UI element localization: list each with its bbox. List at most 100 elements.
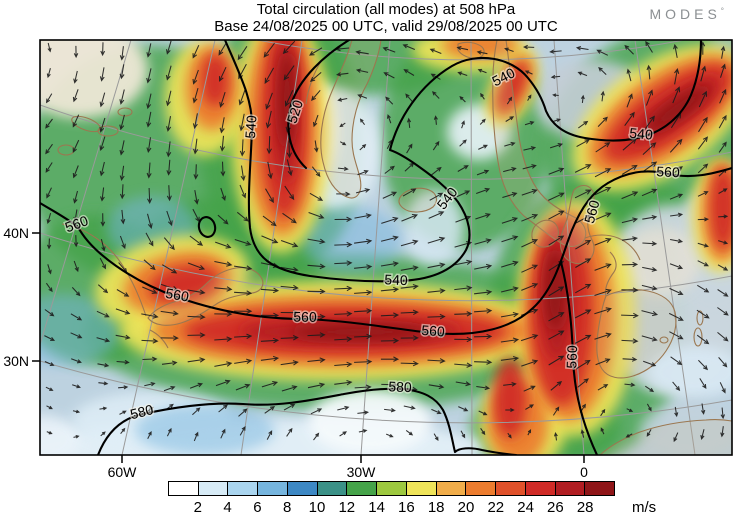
wind-arrow xyxy=(141,338,159,344)
coast-sardinia xyxy=(693,327,703,347)
wind-arrow xyxy=(642,241,658,246)
wind-arrow xyxy=(600,408,606,417)
wind-arrow xyxy=(119,64,125,80)
wind-arrow xyxy=(645,40,653,53)
wind-arrow xyxy=(144,381,156,387)
wind-arrow xyxy=(309,71,322,82)
wind-arrow xyxy=(427,358,446,364)
wind-arrow xyxy=(97,284,109,294)
wind-arrow xyxy=(505,116,515,122)
wind-arrow xyxy=(386,433,394,438)
wind-arrow xyxy=(552,93,559,97)
wind-arrow xyxy=(166,116,172,132)
wind-arrow xyxy=(311,166,321,178)
wind-arrow xyxy=(717,331,729,342)
wind-arrow xyxy=(234,265,253,271)
wind-arrow xyxy=(501,260,519,268)
wind-arrow xyxy=(594,186,612,196)
coast-north-africa xyxy=(599,419,732,455)
wind-arrow xyxy=(719,382,726,394)
wind-arrow xyxy=(192,69,199,85)
x-axis-label-0: 0 xyxy=(580,464,588,480)
wind-arrow xyxy=(600,427,605,435)
wind-arrow xyxy=(260,337,280,344)
wind-arrow xyxy=(550,380,563,391)
wind-arrow xyxy=(641,310,659,317)
wind-arrow xyxy=(160,310,179,316)
wind-arrow xyxy=(383,72,395,79)
wind-arrow xyxy=(165,65,172,81)
wind-arrow xyxy=(45,386,54,391)
wind-arrow xyxy=(163,237,175,251)
wind-arrow xyxy=(45,162,53,173)
wind-arrow xyxy=(384,408,396,413)
wind-arrow xyxy=(400,265,419,271)
wind-arrow xyxy=(146,43,152,58)
wind-arrow xyxy=(429,48,442,54)
wind-arrow xyxy=(382,191,398,199)
wind-arrow xyxy=(189,235,204,246)
wind-arrow xyxy=(192,44,200,59)
wind-arrow xyxy=(669,193,684,200)
wind-arrow xyxy=(507,70,512,79)
wind-arrow xyxy=(120,427,126,435)
contour-label-560: 560 xyxy=(656,163,680,180)
wind-arrow xyxy=(309,47,323,56)
wind-arrow xyxy=(427,236,446,244)
wind-arrow xyxy=(580,429,585,438)
wind-arrow xyxy=(141,313,159,319)
colorbar-tick-26: 26 xyxy=(547,499,564,516)
wind-arrow xyxy=(407,117,412,128)
wind-arrow xyxy=(284,89,294,107)
wind-arrow xyxy=(668,312,684,321)
colorbar-segment-5 xyxy=(287,482,318,495)
wind-arrow xyxy=(160,335,179,341)
colorbar xyxy=(168,481,615,496)
wind-arrow xyxy=(400,335,419,341)
wind-arrow xyxy=(99,161,105,177)
wind-arrow xyxy=(454,285,473,291)
wind-arrow xyxy=(309,192,324,201)
wind-arrow xyxy=(282,40,296,55)
colorbar-tick-10: 10 xyxy=(308,499,326,516)
wind-arrow xyxy=(73,235,79,248)
wind-arrow xyxy=(428,211,445,219)
speed-field-blob xyxy=(40,294,120,366)
wind-arrow xyxy=(548,210,565,220)
wind-arrow xyxy=(307,263,326,270)
wind-arrow xyxy=(47,264,52,275)
wind-arrow xyxy=(641,161,658,173)
chart-title: Total circulation (all modes) at 508 hPa… xyxy=(40,1,732,35)
wind-arrow xyxy=(575,359,591,370)
colorbar-segment-15 xyxy=(585,482,615,495)
wind-arrow xyxy=(72,409,81,414)
wind-arrow xyxy=(386,114,392,124)
wind-arrow xyxy=(597,116,608,127)
wind-arrow xyxy=(266,430,273,440)
wind-arrow xyxy=(380,235,399,242)
speed-field-blob xyxy=(201,53,229,107)
wind-arrow xyxy=(354,333,373,340)
wind-arrow xyxy=(47,238,52,250)
wind-arrow xyxy=(720,63,726,78)
axis-ticks xyxy=(32,232,585,463)
wind-arrow xyxy=(218,404,228,413)
wind-arrow xyxy=(96,337,111,343)
wind-arrow xyxy=(96,310,110,318)
wind-arrow xyxy=(354,213,372,219)
wind-arrow xyxy=(641,335,658,342)
wind-arrow xyxy=(548,192,565,201)
map-frame xyxy=(39,39,733,456)
wind-arrow xyxy=(46,405,53,410)
wind-arrow xyxy=(574,309,592,319)
height-contours xyxy=(40,40,732,455)
contour-580 xyxy=(96,387,518,455)
wind-arrow xyxy=(502,191,518,199)
wind-arrow xyxy=(597,384,609,391)
wind-arrow xyxy=(575,239,592,250)
colorbar-tick-20: 20 xyxy=(457,499,475,516)
wind-arrow xyxy=(670,212,684,218)
wind-arrow xyxy=(717,289,729,297)
wind-arrow xyxy=(218,42,227,56)
